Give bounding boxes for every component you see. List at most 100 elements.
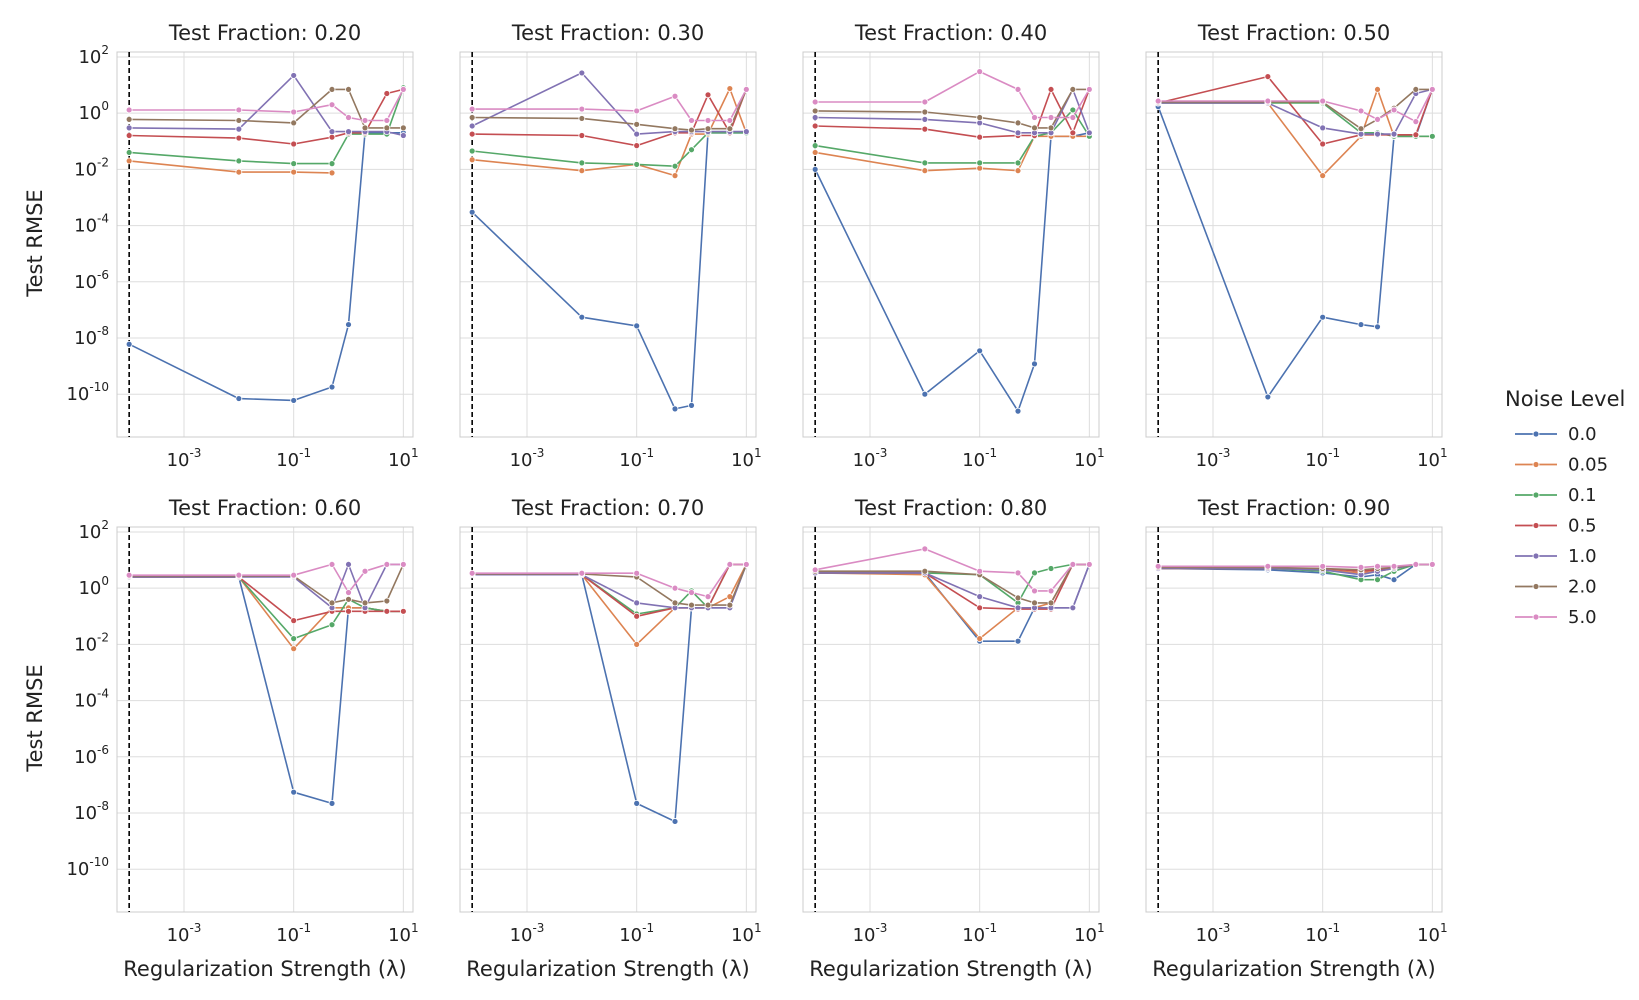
- data-point: [468, 156, 476, 164]
- series-line: [472, 87, 748, 177]
- panel-frame: [116, 51, 414, 438]
- data-point: [1047, 124, 1055, 132]
- series-line: [129, 576, 404, 622]
- data-point: [671, 92, 679, 100]
- data-point: [578, 313, 586, 321]
- data-point: [1014, 159, 1022, 167]
- series-line: [129, 87, 405, 165]
- panel-7: 10-3 10-1 101 Test Fraction: 0.80 Regulariza…: [802, 496, 1105, 981]
- data-point: [1374, 130, 1381, 138]
- panel-4: 10-3 10-1 101 Test Fraction: 0.50: [1145, 21, 1448, 471]
- data-point: [468, 130, 476, 138]
- data-point: [671, 162, 679, 170]
- data-point: [1031, 360, 1038, 368]
- gridlines: [460, 527, 756, 912]
- data-point: [671, 405, 679, 413]
- data-point: [671, 125, 679, 133]
- data-point: [742, 561, 750, 568]
- data-point: [688, 126, 695, 134]
- data-point: [921, 108, 929, 116]
- data-point: [290, 571, 298, 579]
- data-point: [1014, 594, 1022, 602]
- x-tick-label: 101: [388, 921, 419, 946]
- gridlines: [117, 52, 413, 437]
- data-point: [125, 106, 133, 114]
- panel-title: Test Fraction: 0.80: [854, 496, 1047, 520]
- data-point: [976, 159, 984, 167]
- legend-swatch-marker: [1532, 430, 1540, 438]
- data-point: [1357, 563, 1365, 571]
- data-point: [921, 545, 929, 553]
- data-point: [1412, 131, 1420, 139]
- series-line: [1158, 89, 1434, 123]
- data-point: [468, 114, 476, 121]
- data-point: [290, 140, 298, 148]
- legend-entry-2.0: 2.0: [1515, 577, 1597, 598]
- data-point: [290, 108, 298, 116]
- data-point: [704, 117, 712, 124]
- data-point: [383, 124, 391, 132]
- data-point: [1085, 561, 1093, 568]
- data-point: [671, 172, 679, 180]
- series-line: [129, 88, 404, 129]
- data-point: [125, 571, 133, 579]
- gridlines: [803, 52, 1099, 437]
- legend-label: 1.0: [1568, 546, 1597, 567]
- data-point: [688, 601, 695, 609]
- data-point: [976, 604, 984, 612]
- series-line: [472, 132, 747, 167]
- data-point: [1319, 97, 1327, 105]
- data-point: [704, 601, 712, 609]
- series-line: [472, 563, 747, 598]
- data-point: [688, 589, 695, 596]
- data-point: [1014, 569, 1022, 577]
- data-point: [726, 85, 734, 92]
- data-point: [1374, 562, 1381, 570]
- data-point: [1390, 576, 1398, 584]
- panel-title: Test Fraction: 0.20: [168, 21, 361, 45]
- data-point: [383, 607, 391, 615]
- y-tick-label: 100: [78, 574, 109, 599]
- series-5.0: [468, 561, 750, 601]
- legend-label: 2.0: [1568, 577, 1597, 598]
- data-point: [633, 612, 641, 620]
- data-point: [1047, 114, 1055, 121]
- data-point: [742, 86, 750, 93]
- data-point: [468, 147, 476, 155]
- data-point: [235, 395, 243, 402]
- series-line: [815, 135, 1090, 172]
- data-point: [811, 149, 819, 156]
- data-point: [399, 132, 407, 139]
- data-point: [328, 169, 336, 177]
- series-line: [472, 89, 748, 147]
- x-tick-label: 101: [1417, 921, 1448, 946]
- data-point: [1374, 576, 1381, 584]
- data-point: [290, 168, 298, 176]
- data-point: [1069, 86, 1077, 93]
- data-point: [328, 599, 336, 607]
- data-point: [1031, 587, 1038, 595]
- data-point: [811, 122, 819, 130]
- data-point: [345, 607, 352, 615]
- x-axis-label: Regularization Strength (λ): [1152, 957, 1436, 981]
- legend-title: Noise Level: [1505, 387, 1625, 411]
- data-point: [1319, 313, 1327, 321]
- data-point: [125, 157, 133, 165]
- data-point: [976, 593, 984, 601]
- data-point: [1069, 561, 1077, 568]
- data-point: [976, 567, 984, 575]
- y-axis-label-top: Test RMSE: [23, 189, 47, 297]
- data-point: [1390, 130, 1398, 138]
- data-point: [1014, 604, 1022, 612]
- series-line: [128, 132, 404, 402]
- data-point: [578, 115, 586, 122]
- data-point: [921, 567, 929, 575]
- series-line: [1158, 102, 1433, 138]
- data-point: [383, 117, 391, 124]
- data-point: [235, 168, 243, 176]
- legend-label: 0.05: [1568, 455, 1608, 476]
- data-point: [1014, 119, 1022, 127]
- y-tick-label: 10-2: [74, 155, 109, 180]
- data-point: [235, 117, 243, 124]
